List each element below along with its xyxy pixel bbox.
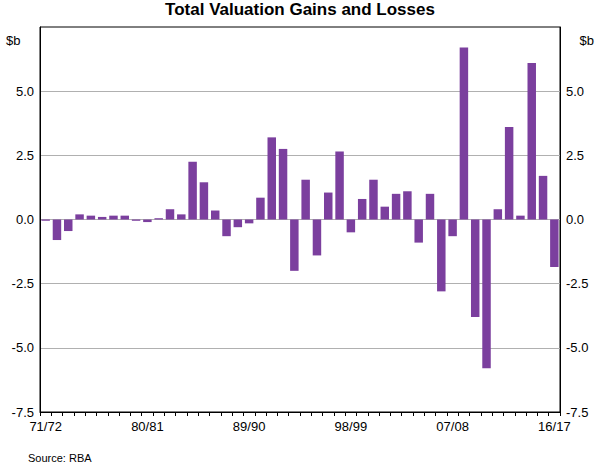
- svg-text:2.5: 2.5: [566, 148, 584, 163]
- svg-text:Source: RBA: Source: RBA: [28, 452, 92, 464]
- svg-text:-5.0: -5.0: [12, 340, 34, 355]
- svg-text:07/08: 07/08: [436, 419, 469, 434]
- svg-text:16/17: 16/17: [538, 419, 571, 434]
- svg-text:80/81: 80/81: [131, 419, 164, 434]
- svg-text:98/99: 98/99: [335, 419, 368, 434]
- svg-text:5.0: 5.0: [566, 84, 584, 99]
- svg-text:-5.0: -5.0: [566, 340, 588, 355]
- svg-text:-7.5: -7.5: [566, 405, 588, 420]
- svg-text:-2.5: -2.5: [566, 276, 588, 291]
- svg-text:$b: $b: [580, 33, 594, 48]
- svg-text:71/72: 71/72: [29, 419, 62, 434]
- svg-text:0.0: 0.0: [566, 212, 584, 227]
- svg-text:2.5: 2.5: [16, 148, 34, 163]
- svg-text:$b: $b: [6, 33, 20, 48]
- svg-text:-2.5: -2.5: [12, 276, 34, 291]
- svg-text:Total Valuation Gains and Loss: Total Valuation Gains and Losses: [165, 0, 435, 19]
- svg-text:5.0: 5.0: [16, 84, 34, 99]
- svg-text:89/90: 89/90: [233, 419, 266, 434]
- svg-text:-7.5: -7.5: [12, 405, 34, 420]
- svg-text:0.0: 0.0: [16, 212, 34, 227]
